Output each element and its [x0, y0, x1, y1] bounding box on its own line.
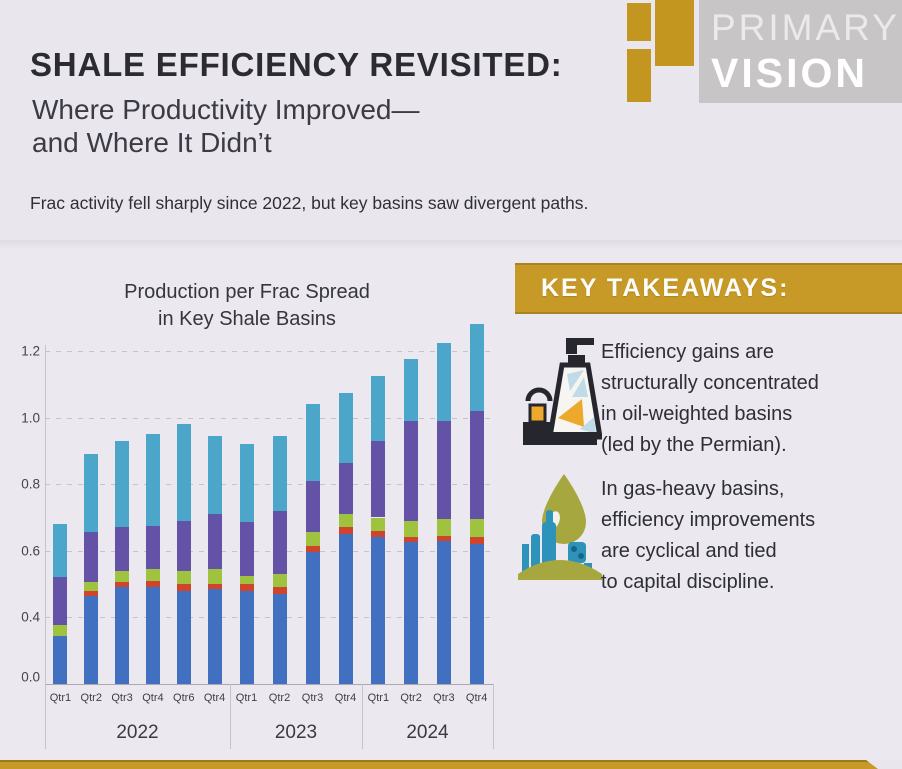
key-takeaways-header: KEY TAKEAWAYS: [541, 274, 790, 302]
oil-derrick-icon [518, 333, 603, 451]
page-tagline: Frac activity fell sharply since 2022, b… [30, 193, 589, 213]
page-subtitle-line2: and Where It Didn’t [32, 127, 272, 158]
key-takeaways-header-band: KEY TAKEAWAYS: [515, 263, 902, 314]
chart-title-line2: in Key Shale Basins [158, 308, 336, 330]
logo-text-primary: PRIMARY [711, 7, 900, 48]
logo-block-icon [655, 0, 694, 66]
chart-title-line1: Production per Frac Spread [124, 281, 370, 303]
gas-droplet-icon [518, 468, 602, 590]
chart-title: Production per Frac Spread in Key Shale … [52, 279, 442, 333]
page-title: SHALE EFFICIENCY REVISITED: [30, 46, 563, 83]
takeaway-text-1: Efficiency gains are structurally concen… [601, 341, 819, 456]
logo-band: PRIMARY VISION [699, 0, 902, 103]
takeaway-text-2: In gas-heavy basins, efficiency improvem… [601, 478, 816, 593]
footer-gold-bar [0, 760, 878, 769]
logo-text-vision: VISION [711, 50, 868, 96]
logo-block-icon [627, 3, 651, 41]
logo-block-icon [627, 49, 651, 102]
page-subtitle-line1: Where Productivity Improved— [32, 94, 420, 125]
